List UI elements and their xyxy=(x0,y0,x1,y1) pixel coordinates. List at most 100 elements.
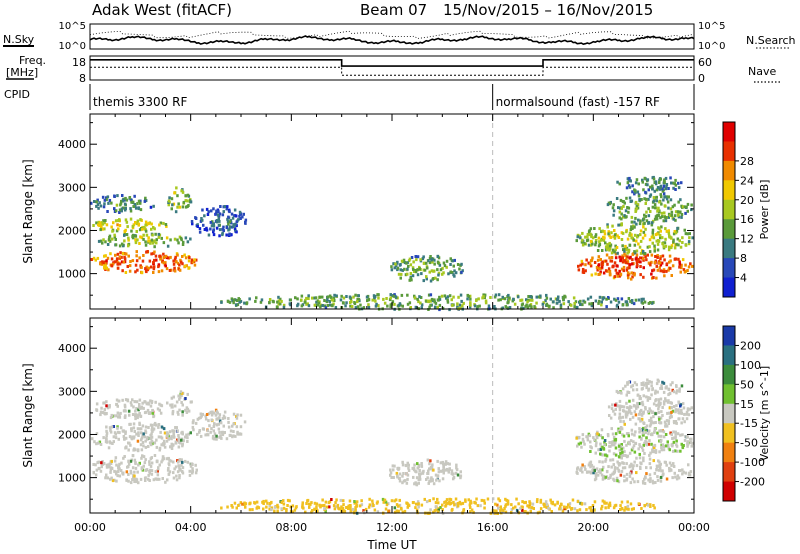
power-cell xyxy=(602,271,606,275)
freq-unit: [MHz] xyxy=(6,66,38,79)
velocity-cell xyxy=(614,432,618,436)
velocity-cell xyxy=(397,504,400,508)
velocity-colorbar-swatch xyxy=(723,403,735,424)
power-cell xyxy=(449,270,452,274)
station-title: Adak West (fitACF) xyxy=(92,1,232,19)
velocity-cell xyxy=(114,456,118,460)
velocity-cell xyxy=(168,463,171,467)
velocity-cell xyxy=(627,391,631,394)
velocity-cell xyxy=(163,441,166,445)
velocity-cell xyxy=(396,475,399,479)
power-cell xyxy=(168,196,171,200)
power-echo-region xyxy=(92,217,168,233)
power-cell xyxy=(155,238,158,242)
power-cell xyxy=(333,293,336,297)
power-cell xyxy=(656,248,660,252)
velocity-cell xyxy=(581,433,585,437)
velocity-cell xyxy=(653,430,656,434)
velocity-cell xyxy=(676,449,679,453)
velocity-cell xyxy=(685,410,689,414)
velocity-cell xyxy=(657,407,660,411)
velocity-cell xyxy=(235,506,238,510)
velocity-cell xyxy=(629,502,633,506)
velocity-cell xyxy=(198,429,201,432)
power-cell xyxy=(150,238,154,242)
power-cell xyxy=(662,219,665,223)
power-cell xyxy=(511,299,514,303)
power-cell xyxy=(149,241,152,245)
velocity-cell xyxy=(155,459,159,463)
power-cell xyxy=(131,200,135,204)
power-cell xyxy=(654,180,658,184)
power-cell xyxy=(135,259,139,263)
power-cell xyxy=(552,306,555,310)
power-cell xyxy=(406,302,410,306)
velocity-cell xyxy=(578,435,581,439)
velocity-cell xyxy=(373,508,377,512)
power-cell xyxy=(662,192,666,196)
power-cell xyxy=(101,227,104,231)
velocity-cell xyxy=(324,500,328,504)
velocity-cell xyxy=(147,477,150,481)
velocity-cell xyxy=(222,424,225,428)
velocity-cell xyxy=(601,436,604,440)
velocity-cell xyxy=(137,408,140,412)
velocity-cell xyxy=(167,472,171,476)
velocity-cell xyxy=(649,503,652,507)
velocity-cell xyxy=(674,430,677,434)
velocity-cell xyxy=(444,462,447,466)
power-cell xyxy=(671,181,675,185)
power-cell xyxy=(109,252,112,256)
velocity-cell xyxy=(177,412,180,416)
power-echo-region xyxy=(575,221,694,255)
power-cell xyxy=(130,229,133,233)
velocity-cell xyxy=(416,500,420,504)
power-cell xyxy=(626,271,630,275)
power-cell xyxy=(575,306,578,310)
power-cell xyxy=(426,299,430,303)
velocity-cell xyxy=(437,508,440,512)
velocity-cell xyxy=(157,435,161,439)
velocity-cell xyxy=(628,474,632,478)
power-cell xyxy=(650,235,654,239)
velocity-cell xyxy=(624,506,627,510)
velocity-cell xyxy=(168,430,172,434)
power-cell xyxy=(653,249,656,253)
power-cell xyxy=(562,296,565,300)
power-cell xyxy=(634,181,638,185)
nave-tick-top: 60 xyxy=(698,56,712,69)
power-cell xyxy=(184,256,188,260)
velocity-cell xyxy=(129,481,133,485)
power-cell xyxy=(661,236,664,240)
power-cell xyxy=(164,264,167,268)
velocity-cell xyxy=(134,448,137,452)
velocity-cell xyxy=(594,472,598,476)
power-cell xyxy=(666,200,670,204)
velocity-cell xyxy=(595,467,599,471)
velocity-cell xyxy=(168,470,172,474)
power-cell xyxy=(428,270,431,274)
velocity-cell xyxy=(106,476,110,480)
power-cell xyxy=(637,218,640,222)
power-cell xyxy=(449,263,452,266)
power-cell xyxy=(157,232,161,236)
power-cell xyxy=(121,194,124,197)
power-cell xyxy=(128,269,132,273)
power-cell xyxy=(611,224,614,228)
power-cell xyxy=(656,256,659,259)
velocity-cell xyxy=(638,456,642,460)
velocity-cell xyxy=(335,505,338,509)
velocity-cell xyxy=(231,505,234,509)
power-cell xyxy=(339,298,343,302)
power-cell xyxy=(643,221,646,225)
power-cell xyxy=(142,237,145,241)
power-cell xyxy=(645,210,648,214)
velocity-cell xyxy=(630,411,633,415)
velocity-cell xyxy=(609,416,613,420)
power-cell xyxy=(646,183,649,187)
power-cell xyxy=(640,297,643,301)
power-cell xyxy=(614,256,618,260)
power-cell xyxy=(411,266,415,270)
power-cell xyxy=(616,180,619,184)
y-tick-label: 4000 xyxy=(58,138,86,151)
